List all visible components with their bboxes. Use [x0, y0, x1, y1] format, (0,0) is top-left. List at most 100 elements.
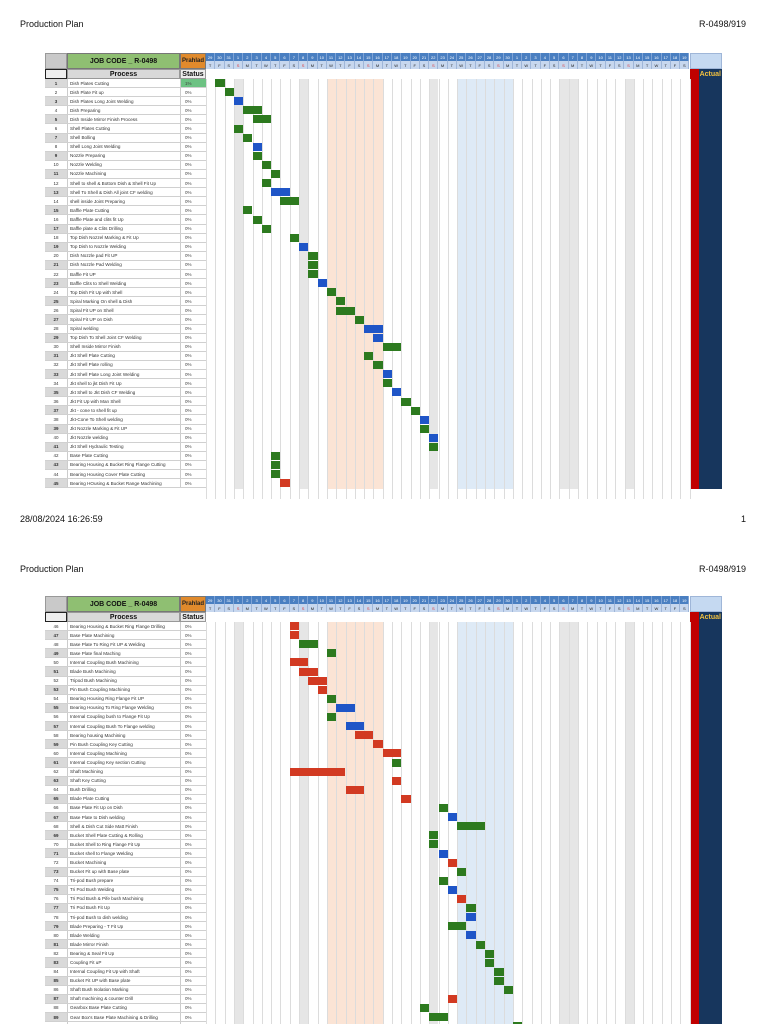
table-row[interactable]: 9 Nozzle Preparing 0% — [45, 151, 206, 161]
task-bar[interactable] — [354, 315, 365, 324]
task-bar[interactable] — [289, 622, 299, 630]
task-bar[interactable] — [280, 479, 290, 488]
table-row[interactable]: 29 Top Dish To Shell Joint CF Welding 0% — [45, 333, 206, 343]
task-bar[interactable] — [457, 867, 467, 876]
table-row[interactable]: 55 Bearing Housing To Ring Flange Welding… — [45, 703, 206, 713]
task-bar[interactable] — [271, 452, 281, 461]
task-bar[interactable] — [354, 731, 374, 740]
table-row[interactable]: 79 Blade Preparing - T Fit Up 0% — [45, 922, 206, 932]
table-row[interactable]: 8 Shell Long Joint Welding 0% — [45, 142, 206, 152]
table-row[interactable]: 81 Blade Mirror Finish 0% — [45, 940, 206, 950]
task-bar[interactable] — [457, 895, 467, 903]
table-row[interactable]: 24 Top Dish Fit Up with Shell 0% — [45, 288, 206, 298]
table-row[interactable]: 10 Nozzle Welding 0% — [45, 160, 206, 170]
task-bar[interactable] — [271, 170, 281, 178]
task-bar[interactable] — [308, 676, 327, 685]
task-bar[interactable] — [438, 876, 448, 885]
table-row[interactable]: 16 Baffle Plate and clits fit Up 0% — [45, 215, 206, 225]
table-row[interactable]: 75 Tri Pod Bush Welding 0% — [45, 885, 206, 895]
task-bar[interactable] — [261, 179, 272, 188]
task-bar[interactable] — [382, 379, 392, 388]
table-row[interactable]: 25 Spiral Marking On shell & Dish 0% — [45, 297, 206, 307]
task-bar[interactable] — [429, 433, 439, 442]
table-row[interactable]: 34 Jkt shell to jkt Dish Fit Up 0% — [45, 379, 206, 389]
task-bar[interactable] — [299, 242, 309, 251]
task-bar[interactable] — [429, 831, 439, 840]
task-bar[interactable] — [382, 370, 392, 379]
task-bar[interactable] — [429, 443, 439, 451]
table-row[interactable]: 32 Jkt Shell Plate rolling 0% — [45, 360, 206, 370]
table-row[interactable]: 13 Shell To Shell & Dish All joint CF wel… — [45, 188, 206, 198]
task-bar[interactable] — [494, 976, 504, 985]
table-row[interactable]: 65 Blade Plate Cutting 0% — [45, 794, 206, 804]
table-row[interactable]: 56 Internal Coupling bush to Flange Fit U… — [45, 712, 206, 723]
task-bar[interactable] — [447, 922, 467, 931]
table-row[interactable]: 71 Bucket shell to Flange Welding 0% — [45, 849, 206, 859]
table-row[interactable]: 72 Bucket Machining 0% — [45, 858, 206, 868]
task-bar[interactable] — [382, 749, 402, 758]
task-bar[interactable] — [512, 1022, 523, 1024]
task-bar[interactable] — [392, 758, 402, 767]
task-bar[interactable] — [252, 215, 262, 224]
table-row[interactable]: 54 Bearing Housing Ring Flange Fit UP 0% — [45, 694, 206, 704]
task-bar[interactable] — [308, 261, 318, 269]
table-row[interactable]: 66 Base Plate Fit Up on Dish 0% — [45, 803, 206, 813]
table-row[interactable]: 22 Baffle Fit UP 0% — [45, 269, 206, 280]
table-row[interactable]: 70 Bucket Shell to Ring Flange Fit Up 0% — [45, 840, 206, 850]
table-row[interactable]: 21 Dish Nozzle Pad Welding 0% — [45, 260, 206, 270]
table-row[interactable]: 57 Internal Coupling Bush To Flange weldi… — [45, 722, 206, 732]
table-row[interactable]: 30 Shell Inside Mirror Finish 0% — [45, 342, 206, 352]
table-row[interactable]: 58 Bearing housing Machining 0% — [45, 731, 206, 741]
table-row[interactable]: 1 Dish Plates Cutting 1% — [45, 79, 206, 89]
table-row[interactable]: 46 Bearing Housing & Bucket Ring Flange D… — [45, 622, 206, 632]
table-row[interactable]: 18 Top Dish Nozzel Marking & Fit Up 0% — [45, 233, 206, 243]
task-bar[interactable] — [326, 694, 337, 703]
task-bar[interactable] — [252, 142, 262, 151]
task-bar[interactable] — [289, 233, 299, 242]
table-row[interactable]: 51 Blade Bush Machining 0% — [45, 667, 206, 677]
task-bar[interactable] — [299, 667, 318, 676]
task-bar[interactable] — [419, 1004, 430, 1013]
table-row[interactable]: 82 Bearing & Seal Fit Up 0% — [45, 949, 206, 959]
task-bar[interactable] — [326, 649, 337, 658]
table-row[interactable]: 50 Internal Coupling Bush Machining 0% — [45, 658, 206, 668]
table-row[interactable]: 67 Base Plate to Dish welding 0% — [45, 812, 206, 823]
task-bar[interactable] — [429, 1013, 448, 1022]
table-row[interactable]: 5 Dish Inside Mirror Finish Process 0% — [45, 115, 206, 125]
table-row[interactable]: 44 Bearing Housing Cover Plate Cutting 0% — [45, 470, 206, 480]
table-row[interactable]: 73 Bucket Fit up with Base plate 0% — [45, 867, 206, 877]
table-row[interactable]: 4 Dish Preparing 0% — [45, 106, 206, 116]
table-row[interactable]: 2 Dish Plate Fit up 0% — [45, 88, 206, 98]
table-row[interactable]: 35 Jkt Shell to Jkt Dish CF Welding 0% — [45, 388, 206, 398]
task-bar[interactable] — [447, 858, 458, 867]
task-bar[interactable] — [364, 352, 374, 360]
task-bar[interactable] — [317, 685, 327, 694]
table-row[interactable]: 80 Blade Welding 0% — [45, 931, 206, 941]
task-bar[interactable] — [215, 79, 225, 87]
table-row[interactable]: 64 Bush Drilling 0% — [45, 785, 206, 795]
table-row[interactable]: 45 Bearing HOusing & Bucket Range Machini… — [45, 479, 206, 489]
table-row[interactable]: 87 Shaft machining & counter Drill 0% — [45, 994, 206, 1004]
table-row[interactable]: 86 Shaft Bush Isolation Marking 0% — [45, 985, 206, 995]
table-row[interactable]: 84 Internal Coupling Fit Up with Shaft 0% — [45, 967, 206, 977]
table-row[interactable]: 26 Spiral Fit UP on Shell 0% — [45, 306, 206, 316]
task-bar[interactable] — [410, 406, 420, 415]
table-row[interactable]: 61 Internal Coupling Key section Cutting 0… — [45, 758, 206, 768]
table-row[interactable]: 23 Baffle Clits to Shell Welding 0% — [45, 279, 206, 289]
table-row[interactable]: 53 Pin Bush Coupling Machining 0% — [45, 685, 206, 695]
task-bar[interactable] — [401, 794, 411, 803]
task-bar[interactable] — [326, 288, 337, 297]
table-row[interactable]: 14 shell inside Joint Preparing 0% — [45, 197, 206, 207]
task-bar[interactable] — [392, 388, 402, 397]
table-row[interactable]: 68 Shell & Dish Cut Side Matt Finish 0% — [45, 822, 206, 832]
table-row[interactable]: 39 Jkt Nozzle Marking & Fit UP 0% — [45, 424, 206, 434]
task-bar[interactable] — [336, 703, 355, 712]
table-row[interactable]: 41 Jkt Shell Hydraulic Testing 0% — [45, 442, 206, 452]
task-bar[interactable] — [280, 197, 299, 206]
task-bar[interactable] — [271, 188, 290, 197]
table-row[interactable]: 77 Tri Pod Bush Fit Up 0% — [45, 903, 206, 913]
task-bar[interactable] — [373, 361, 383, 370]
table-row[interactable]: 20 Dish Nozzle pad Fit UP 0% — [45, 251, 206, 261]
table-row[interactable]: 12 Shell to shell & Bottom Dish & Shell F… — [45, 179, 206, 189]
task-bar[interactable] — [243, 206, 253, 215]
